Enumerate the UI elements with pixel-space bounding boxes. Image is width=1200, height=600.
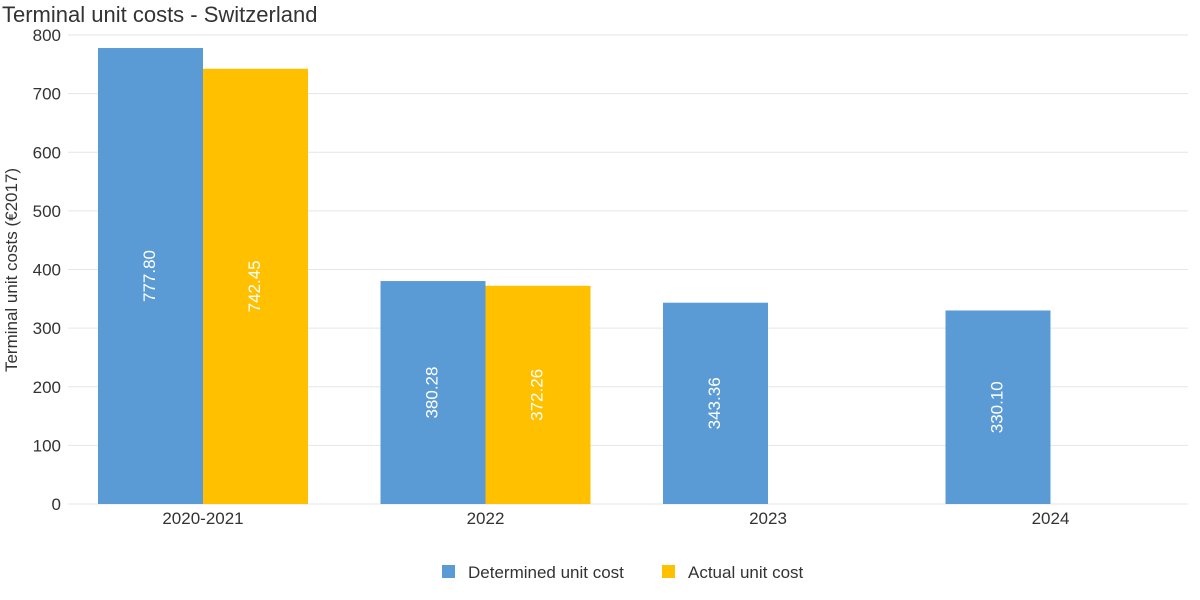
y-tick-label: 200 — [33, 378, 61, 397]
bar-value-label: 372.26 — [527, 369, 546, 421]
bar-determined-unit-cost — [380, 281, 486, 504]
bar-value-label: 777.80 — [140, 250, 159, 302]
y-tick-label: 0 — [52, 495, 61, 514]
x-axis-ticks: 2020-2021 2022 2023 2024 — [162, 509, 1069, 528]
bar-actual-unit-cost — [203, 68, 308, 505]
bar-determined-unit-cost — [945, 310, 1051, 504]
x-tick-label: 2022 — [467, 509, 505, 528]
y-tick-label: 300 — [33, 319, 61, 338]
bar-value-label: 380.28 — [422, 367, 441, 419]
bar-value-label: 343.36 — [705, 377, 724, 429]
x-tick-label: 2024 — [1032, 509, 1070, 528]
y-tick-label: 500 — [33, 202, 61, 221]
legend-label: Actual unit cost — [688, 563, 804, 582]
y-tick-label: 600 — [33, 143, 61, 162]
x-tick-label: 2023 — [749, 509, 787, 528]
legend-swatch — [662, 565, 675, 578]
x-tick-label: 2020-2021 — [162, 509, 243, 528]
legend: Determined unit cost Actual unit cost — [442, 563, 804, 582]
y-tick-label: 100 — [33, 436, 61, 455]
bar-actual-unit-cost — [485, 285, 591, 504]
y-axis-label: Terminal unit costs (€2017) — [2, 168, 21, 372]
bar-determined-unit-cost — [663, 302, 768, 504]
legend-item[interactable]: Determined unit cost — [442, 563, 624, 582]
bar-value-label: 330.10 — [987, 381, 1006, 433]
bar-determined-unit-cost — [98, 48, 203, 505]
y-axis-ticks: 0 100 200 300 400 500 600 700 800 — [33, 26, 61, 514]
legend-item[interactable]: Actual unit cost — [662, 563, 804, 582]
y-tick-label: 800 — [33, 26, 61, 45]
legend-label: Determined unit cost — [468, 563, 624, 582]
y-tick-label: 400 — [33, 261, 61, 280]
chart-title: Terminal unit costs - Switzerland — [2, 2, 317, 27]
bar-value-label: 742.45 — [245, 260, 264, 312]
legend-swatch — [442, 565, 455, 578]
bars: 777.80 742.45 380.28 372.26 343.36 330.10 — [98, 48, 1051, 505]
y-tick-label: 700 — [33, 85, 61, 104]
